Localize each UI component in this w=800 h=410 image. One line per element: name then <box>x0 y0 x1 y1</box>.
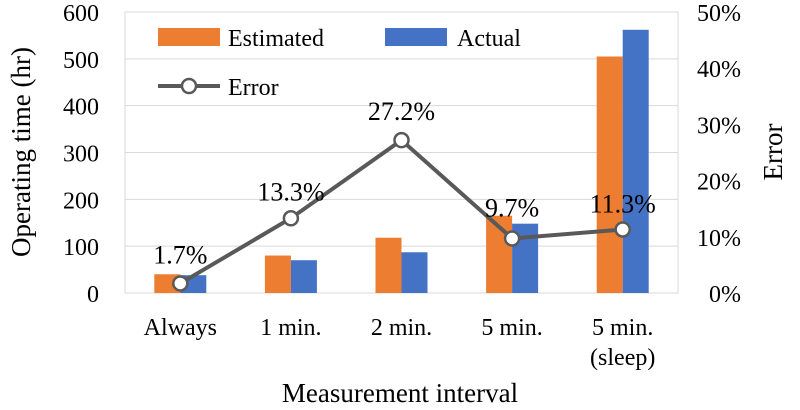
x-tick-label: 5 min. (sleep) <box>590 315 655 371</box>
y2-tick-label: 50% <box>697 1 741 27</box>
error-point <box>393 131 410 149</box>
x-axis-title: Measurement interval <box>282 378 518 408</box>
error-data-label: 11.3% <box>590 189 656 218</box>
x-tick-label: 5 min. <box>481 315 542 341</box>
error-data-label: 13.3% <box>257 177 324 206</box>
error-point <box>503 230 521 247</box>
bar-actual <box>290 260 317 293</box>
y-tick-label: 0 <box>87 282 99 308</box>
x-tick-label: Always <box>144 315 217 341</box>
legend: Estimated Actual Error <box>158 26 521 101</box>
error-data-label: 9.7% <box>485 193 539 222</box>
y-tick-label: 600 <box>63 1 99 27</box>
y-tick-label: 100 <box>63 235 99 261</box>
legend-swatch-estimated <box>158 28 220 46</box>
y-tick-label: 500 <box>63 48 99 74</box>
legend-marker-error <box>180 77 198 95</box>
error-data-label: 27.2% <box>368 97 435 126</box>
y2-tick-label: 30% <box>697 113 741 139</box>
error-point <box>614 221 631 238</box>
error-point <box>282 210 300 227</box>
bar-actual <box>401 252 428 293</box>
x-tick-label: 2 min. <box>371 315 432 341</box>
bars <box>154 29 649 294</box>
bar-estimated <box>264 255 291 293</box>
y-tick-label: 300 <box>63 142 99 168</box>
y2-tick-label: 10% <box>697 226 741 252</box>
y2-tick-label: 0% <box>709 282 741 308</box>
y-tick-label: 400 <box>63 95 99 121</box>
error-data-label: 1.7% <box>153 240 207 269</box>
y2-axis-title: Error <box>758 124 788 181</box>
y2-tick-label: 40% <box>697 57 741 83</box>
bar-estimated <box>375 237 402 293</box>
legend-label-actual: Actual <box>457 26 521 52</box>
legend-swatch-actual <box>385 28 447 46</box>
y-tick-label: 200 <box>63 188 99 214</box>
legend-label-error: Error <box>228 75 279 101</box>
labels: 1.7% 13.3% 27.2% 9.7% 11.3% <box>153 97 656 269</box>
bar-estimated <box>596 56 623 293</box>
y2-tick-label: 20% <box>697 170 741 196</box>
error-line <box>172 131 631 292</box>
x-tick-label: 1 min. <box>260 315 321 341</box>
y-axis-title: Operating time (hr) <box>6 47 36 257</box>
legend-label-estimated: Estimated <box>228 26 324 52</box>
bar-actual <box>622 29 649 294</box>
axes: 0 100 200 300 400 500 600 0% 10% 20% 30% 40% 50% Alwa… <box>6 1 788 408</box>
error-point <box>172 275 189 292</box>
